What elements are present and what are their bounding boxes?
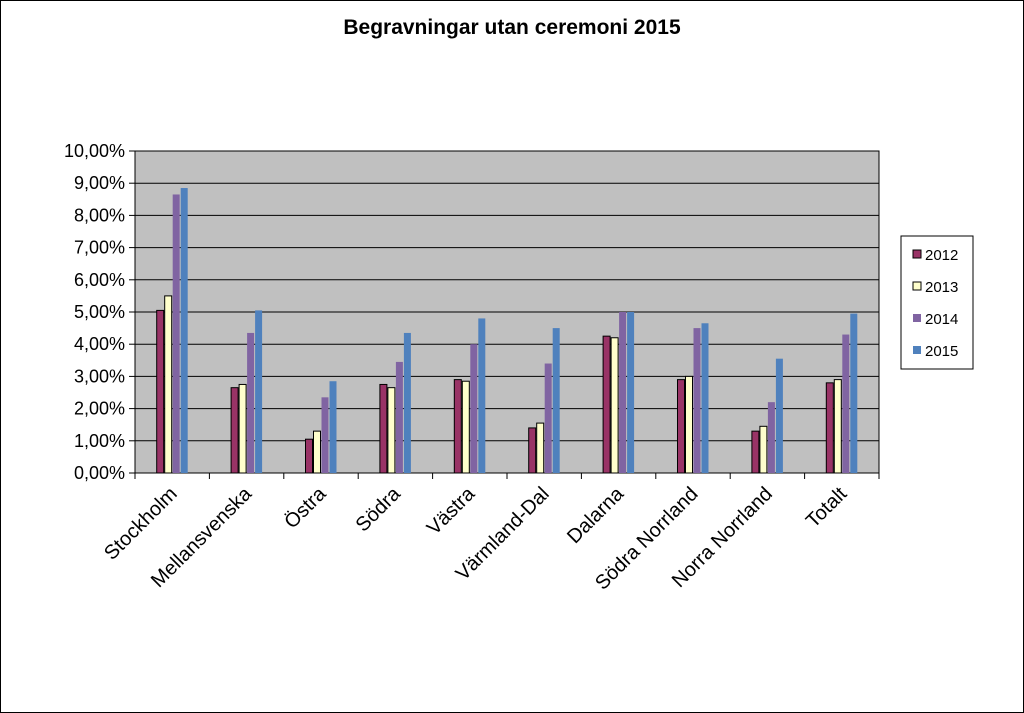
legend-swatch-2015 (913, 346, 921, 354)
x-category-label: Dalarna (563, 482, 629, 548)
bar-2014 (470, 344, 478, 473)
y-tick-label: 1,00% (74, 431, 125, 451)
legend-label: 2012 (925, 247, 958, 264)
y-tick-label: 6,00% (74, 270, 125, 290)
bar-2013 (833, 379, 842, 474)
bar-2012 (677, 379, 685, 474)
bar-2015 (775, 358, 783, 473)
x-category-label: Östra (280, 482, 331, 533)
bar-2012 (156, 309, 165, 474)
bar-2015 (552, 328, 560, 473)
bar-2012 (305, 438, 313, 474)
bar-2013 (164, 295, 173, 474)
legend-label: 2014 (925, 311, 958, 328)
bar-2012 (825, 382, 834, 474)
bar-2015 (627, 312, 635, 473)
bar-2013 (685, 375, 693, 474)
bar-2014 (172, 194, 180, 473)
bar-2015 (329, 381, 337, 473)
legend-label: 2015 (925, 343, 958, 360)
bar-2014 (321, 397, 329, 473)
bar-2013 (387, 387, 396, 474)
y-tick-label: 5,00% (74, 302, 125, 322)
y-tick-label: 2,00% (74, 399, 125, 419)
bar-2015 (478, 318, 486, 473)
bar-2014 (767, 402, 775, 473)
bar-2012 (751, 430, 760, 474)
x-category-label: Västra (423, 482, 480, 539)
legend-swatch-2012 (912, 249, 922, 259)
y-tick-label: 8,00% (74, 205, 125, 225)
chart-title: Begravningar utan ceremoni 2015 (343, 16, 681, 39)
bar-2015 (850, 313, 858, 473)
bar-2012 (230, 387, 239, 474)
bar-2015 (701, 323, 709, 473)
bar-2013 (238, 383, 247, 474)
bar-2013 (313, 430, 321, 474)
bar-2015 (255, 310, 263, 473)
x-category-label: Södra (352, 482, 406, 536)
legend-swatch-2014 (913, 314, 921, 322)
bar-2014 (395, 361, 403, 473)
bar-2013 (461, 380, 470, 474)
y-tick-label: 4,00% (74, 334, 125, 354)
bar-2012 (453, 379, 462, 474)
x-category-label: Totalt (802, 483, 852, 533)
legend-swatch-2013 (912, 281, 922, 291)
bar-2013 (610, 337, 619, 474)
y-tick-label: 3,00% (74, 366, 125, 386)
x-category-label: Stockholm (100, 483, 182, 565)
bar-2012 (528, 427, 537, 474)
bar-2014 (842, 334, 850, 473)
y-tick-label: 10,00% (64, 141, 125, 161)
y-tick-label: 7,00% (74, 238, 125, 258)
bar-2015 (403, 332, 411, 473)
bar-2012 (379, 383, 388, 474)
bar-2014 (247, 332, 255, 473)
y-tick-label: 9,00% (74, 173, 125, 193)
bar-2013 (759, 425, 768, 474)
bar-2013 (536, 422, 545, 474)
y-tick-label: 0,00% (74, 463, 125, 483)
bar-2014 (693, 328, 701, 473)
bar-2012 (602, 335, 611, 474)
legend-label: 2013 (925, 279, 958, 296)
bar-2014 (619, 312, 627, 473)
bar-2014 (544, 363, 552, 473)
bar-2015 (180, 188, 188, 473)
